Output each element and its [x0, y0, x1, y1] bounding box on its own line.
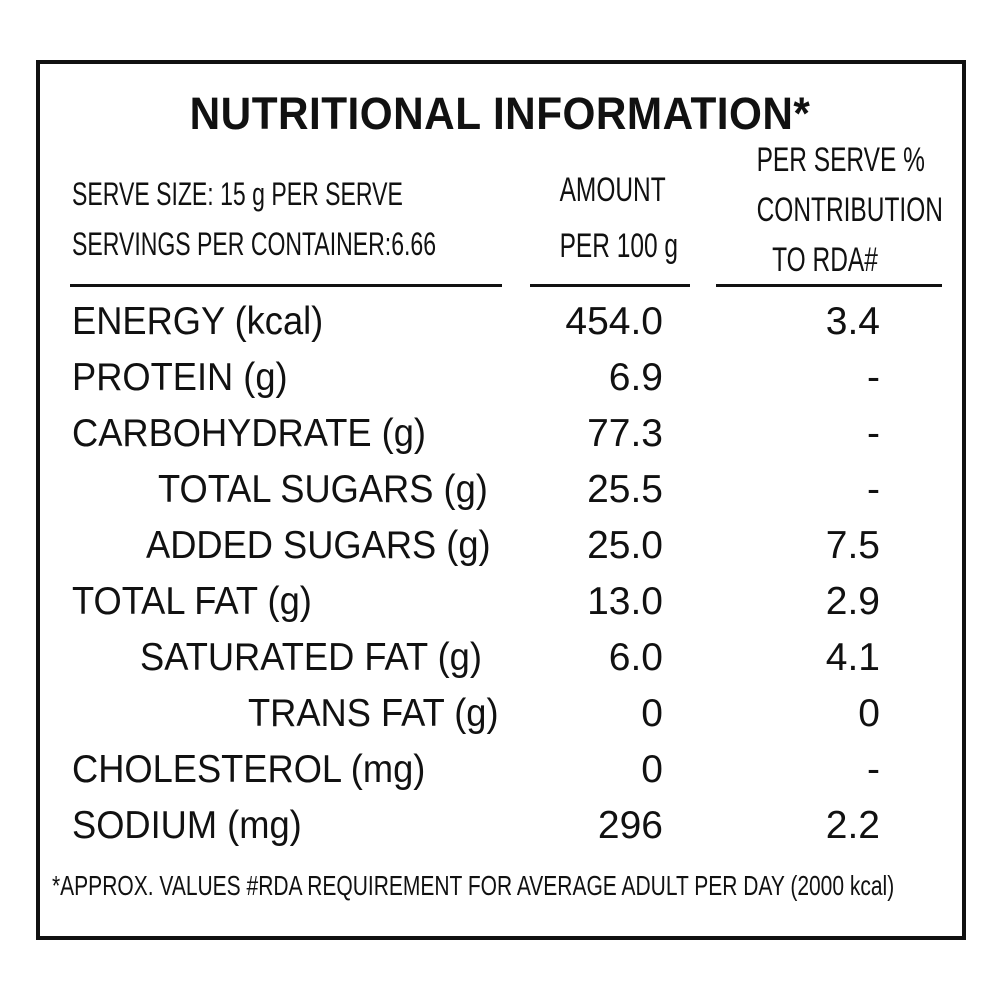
rda-header-line1: PER SERVE %	[756, 141, 925, 179]
rda-value: 2.9	[825, 580, 880, 623]
amount-value: 13.0	[587, 580, 663, 623]
rda-value: 7.5	[825, 524, 880, 567]
rda-value: 2.2	[825, 804, 880, 847]
table-row: SODIUM (mg) 296 2.2	[0, 798, 1000, 854]
rda-header-line2: CONTRIBUTION	[756, 191, 943, 229]
servings-per-container: SERVINGS PER CONTAINER:6.66	[72, 226, 437, 262]
nutrient-label: TOTAL SUGARS (g)	[158, 468, 488, 511]
rda-value: -	[867, 356, 880, 399]
table-row: PROTEIN (g) 6.9 -	[0, 350, 1000, 406]
rda-value: -	[867, 412, 880, 455]
nutrient-label: ADDED SUGARS (g)	[146, 524, 491, 567]
amount-header-rule	[530, 284, 690, 287]
label-header-rule	[70, 284, 502, 287]
table-row: TOTAL SUGARS (g) 25.5 -	[0, 462, 1000, 518]
rda-header-rule	[716, 284, 942, 287]
table-row: ADDED SUGARS (g) 25.0 7.5	[0, 518, 1000, 574]
nutrient-label: TRANS FAT (g)	[248, 692, 499, 735]
amount-value: 6.9	[608, 356, 663, 399]
table-row: CARBOHYDRATE (g) 77.3 -	[0, 406, 1000, 462]
nutrition-panel	[36, 60, 966, 940]
amount-header-line1: AMOUNT	[559, 171, 666, 209]
nutrient-label: TOTAL FAT (g)	[72, 580, 312, 623]
amount-value: 77.3	[587, 412, 663, 455]
nutrient-label: CARBOHYDRATE (g)	[72, 412, 427, 455]
amount-value: 0	[641, 692, 663, 735]
amount-header-line2: PER 100 g	[559, 227, 679, 265]
rda-value: 0	[858, 692, 880, 735]
table-row: CHOLESTEROL (mg) 0 -	[0, 742, 1000, 798]
rda-value: -	[867, 468, 880, 511]
panel-title: NUTRITIONAL INFORMATION*	[189, 88, 811, 139]
table-row: SATURATED FAT (g) 6.0 4.1	[0, 630, 1000, 686]
amount-value: 296	[597, 804, 663, 847]
nutrient-label: SODIUM (mg)	[72, 804, 302, 847]
amount-value: 454.0	[565, 300, 663, 343]
amount-value: 25.5	[587, 468, 663, 511]
table-row: TRANS FAT (g) 0 0	[0, 686, 1000, 742]
rda-value: -	[867, 748, 880, 791]
nutrient-label: ENERGY (kcal)	[72, 300, 324, 343]
rda-value: 3.4	[825, 300, 880, 343]
amount-value: 25.0	[587, 524, 663, 567]
nutrient-label: PROTEIN (g)	[72, 356, 288, 399]
rda-header-line3: TO RDA#	[772, 241, 878, 279]
table-row: TOTAL FAT (g) 13.0 2.9	[0, 574, 1000, 630]
footnote: *APPROX. VALUES #RDA REQUIREMENT FOR AVE…	[52, 870, 895, 901]
nutrient-label: CHOLESTEROL (mg)	[72, 748, 426, 791]
nutrient-label: SATURATED FAT (g)	[140, 636, 482, 679]
amount-value: 0	[641, 748, 663, 791]
rda-value: 4.1	[825, 636, 880, 679]
amount-value: 6.0	[608, 636, 663, 679]
table-row: ENERGY (kcal) 454.0 3.4	[0, 294, 1000, 350]
serve-size: SERVE SIZE: 15 g PER SERVE	[72, 176, 403, 212]
